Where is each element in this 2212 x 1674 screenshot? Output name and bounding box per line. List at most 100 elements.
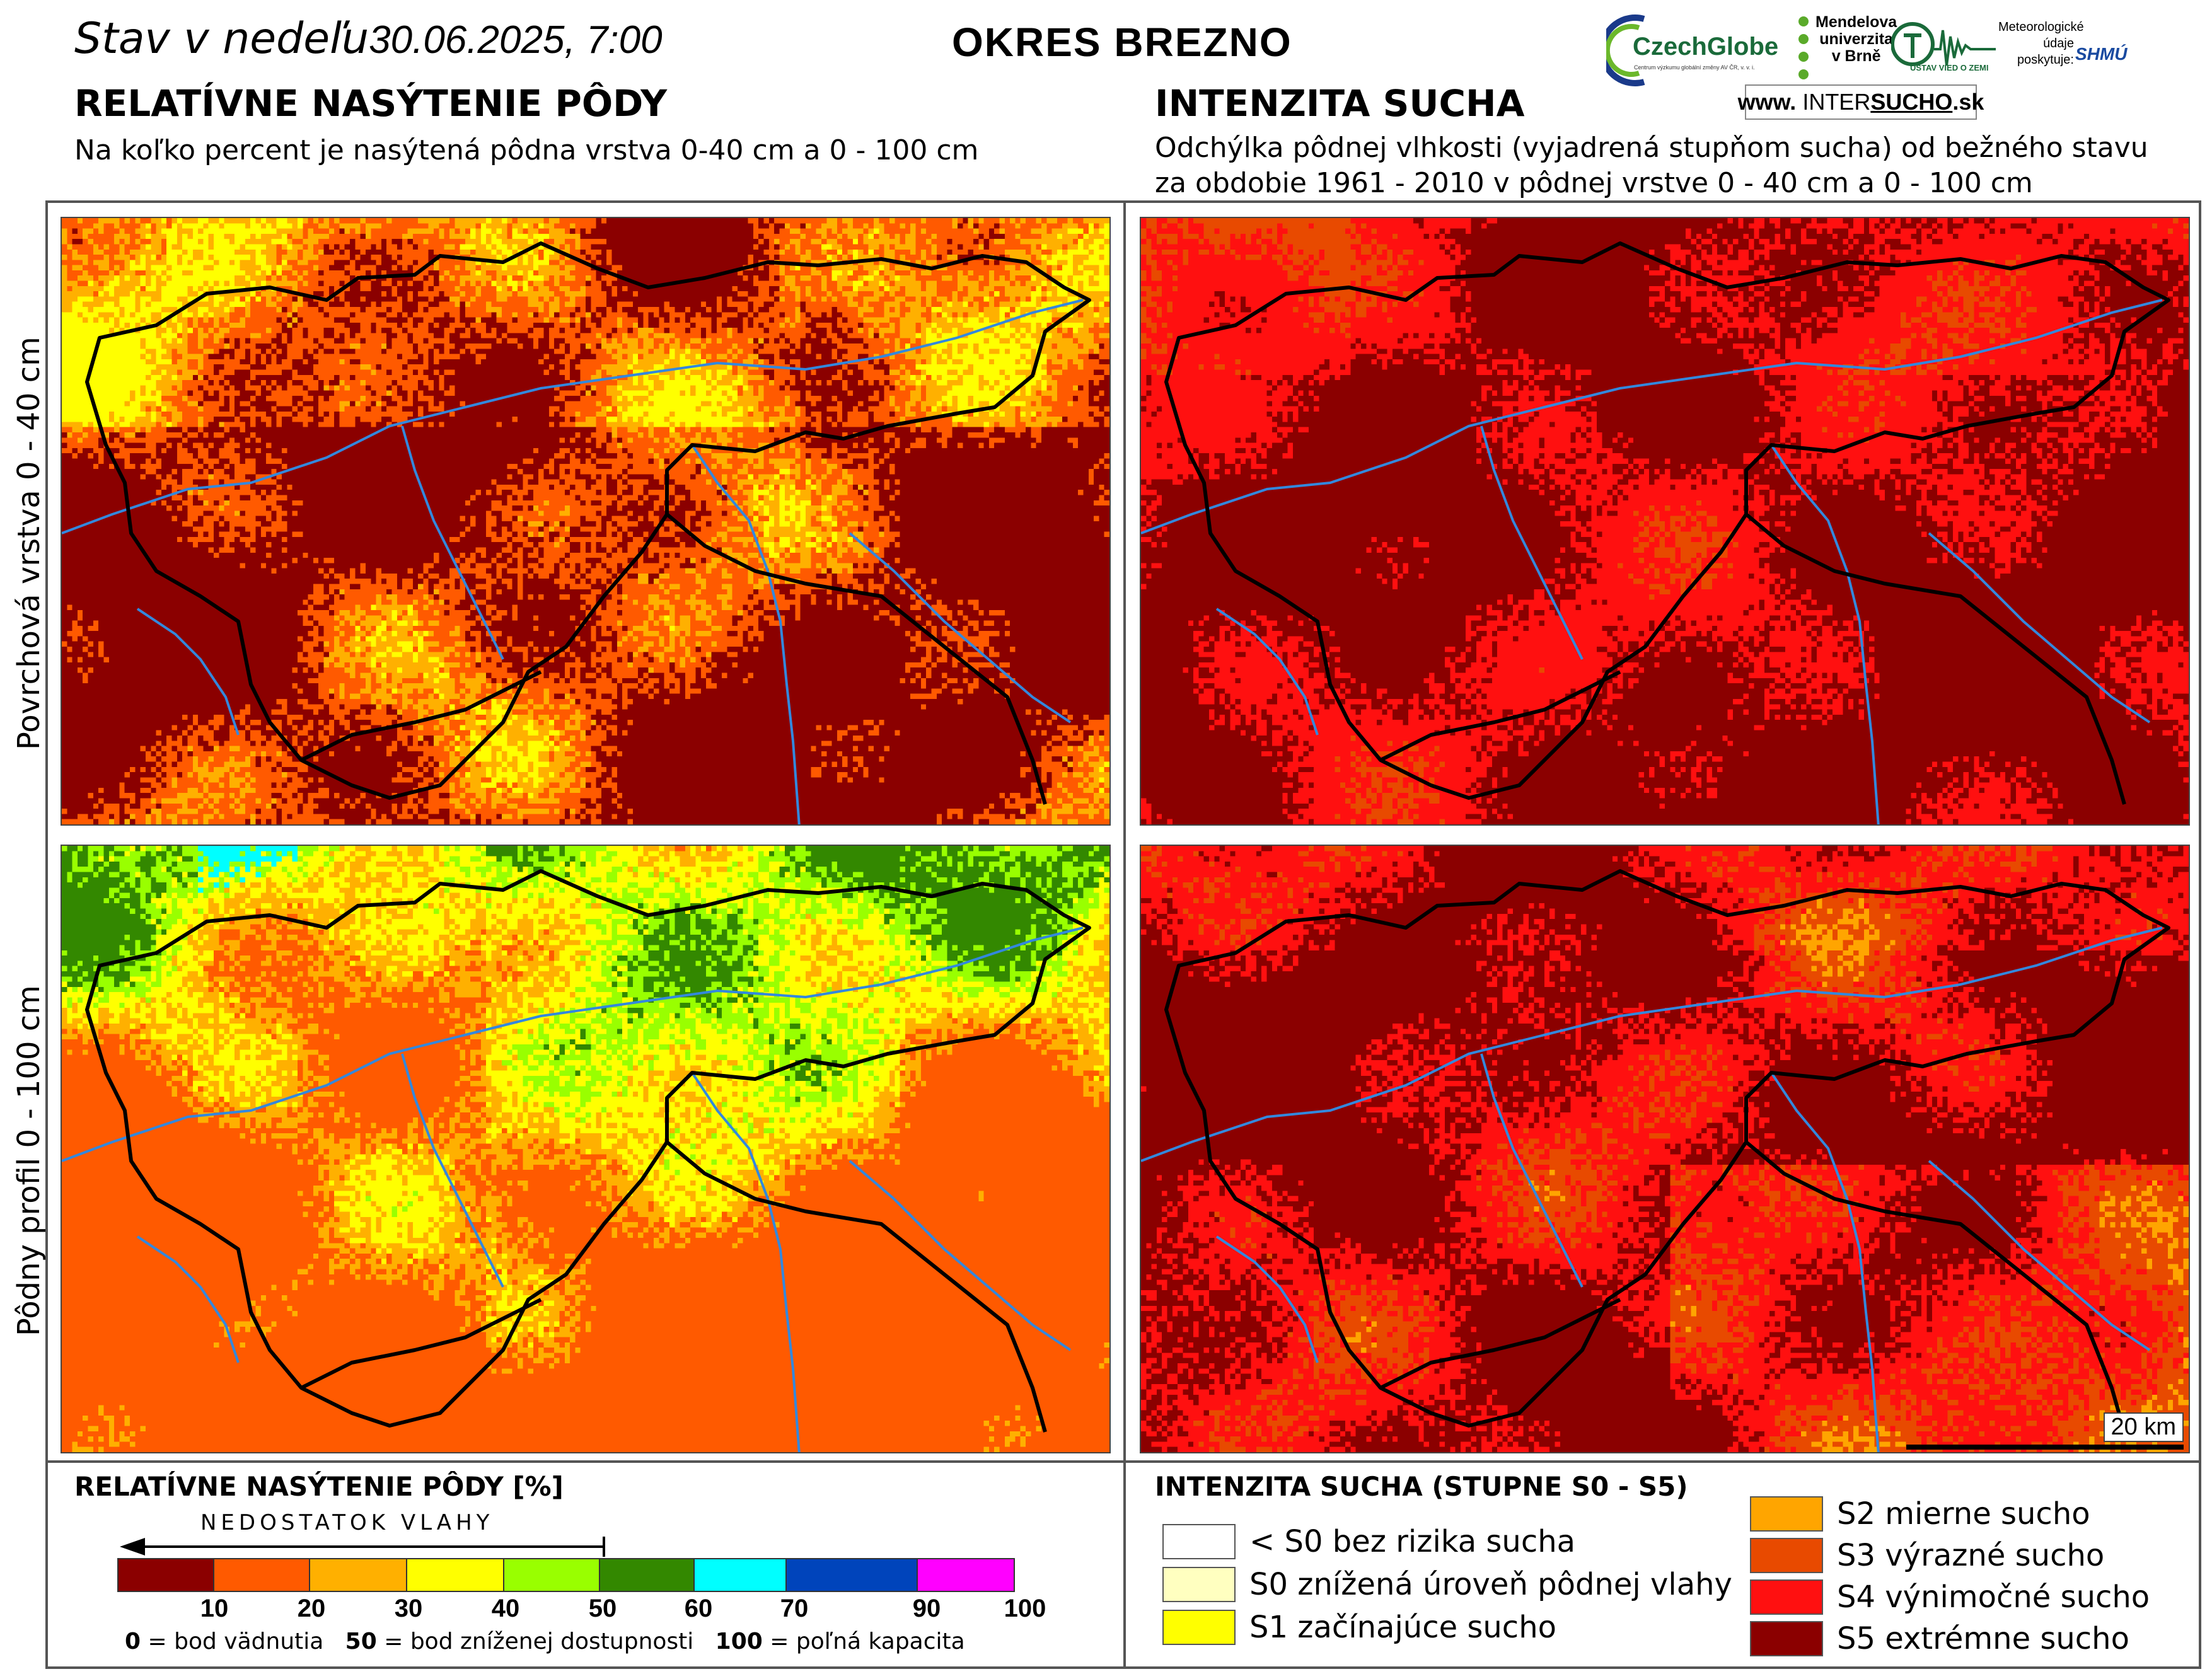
colorbar-segment [407,1559,504,1591]
czechglobe-sub: Centrum výzkumu globální změny AV ČR, v.… [1634,64,1755,71]
drought-legend-title: INTENZITA SUCHA (STUPNE S0 - S5) [1155,1471,1688,1502]
river-line [691,1071,801,1452]
legend-swatch [1750,1496,1823,1532]
legend-swatch [1750,1579,1823,1615]
intersucho-a: INTER [1802,89,1871,115]
map-overlay [62,869,1091,1452]
saturation-colorbar [117,1558,1015,1592]
map-saturation-profile[interactable] [61,845,1111,1453]
intersucho-c: .sk [1952,89,1984,115]
saturation-subtitle: Na koľko percent je nasýtená pôdna vrstv… [74,134,979,166]
river-line [1770,444,1880,824]
district-border [1379,1298,1621,1390]
meteo-line1: Meteorologické [1998,20,2084,34]
river-line [1480,425,1584,660]
district-border [85,241,1091,800]
czechglobe-logo [1606,14,1645,86]
mendel-line3: v Brně [1831,47,1881,65]
river-line [1928,1160,2151,1351]
map-overlay [1141,241,2170,824]
river-line [62,926,1084,1162]
colorbar-segment [787,1559,918,1591]
row-label-top: Povrchová vrstva 0 - 40 cm [11,337,47,750]
legend-swatch [1162,1567,1236,1602]
nedostatok-label: NEDOSTATOK VLAHY [200,1510,494,1535]
intersucho-b: SUCHO [1870,89,1953,115]
drought-legend-item: < S0 bez rizika sucha [1162,1524,1575,1559]
colorbar-tick-label: 30 [394,1595,423,1622]
map-drought-surface[interactable] [1140,217,2190,826]
intersucho-badge[interactable]: www. INTER SUCHO .sk [1738,84,1984,120]
horizontal-divider [45,1460,2201,1463]
colorbar-tick-label: 40 [491,1595,520,1622]
drought-legend-item: S2 mierne sucho [1750,1496,2090,1532]
note-50-text: = bod zníženej dostupnosti [376,1629,694,1654]
legend-swatch [1162,1610,1236,1645]
mendel-logo-text: Mendelova univerzita v Brně [1815,14,1897,65]
row-label-bottom: Pôdny profil 0 - 100 cm [11,985,47,1336]
colorbar-segment [695,1559,787,1591]
map-overlay [62,241,1091,824]
map-saturation-surface[interactable] [61,217,1111,826]
note-100-value: 100 [715,1629,763,1654]
map-drought-profile[interactable]: 20 km [1140,845,2190,1453]
river-line [848,532,1072,724]
scale-label: 20 km [2103,1412,2184,1442]
mendel-line1: Mendelova [1815,13,1897,31]
raster-saturation-surface [62,218,1109,824]
colorbar-segment [918,1559,1014,1591]
raster-drought-profile [1141,846,2189,1452]
river-line [1480,1053,1584,1288]
meteo-credit: Meteorologické údaje poskytuje: [1998,19,2084,68]
colorbar-segment [310,1559,407,1591]
note-50-value: 50 [345,1629,377,1654]
legend-label: S0 znížená úroveň pôdnej vlahy [1249,1567,1732,1602]
legend-label: S4 výnimočné sucho [1837,1579,2150,1615]
legend-label: S3 výrazné sucho [1837,1538,2105,1573]
colorbar-tick-label: 70 [780,1595,809,1622]
colorbar-segment [119,1559,214,1591]
drought-legend-item: S5 extrémne sucho [1750,1621,2129,1656]
river-line [1215,608,1319,736]
colorbar-tick-label: 20 [297,1595,326,1622]
drought-title: INTENZITA SUCHA [1155,82,1525,125]
meteo-line2: údaje [2043,37,2074,50]
colorbar-tick-label: 50 [588,1595,617,1622]
ustav-name: ÚSTAV VIED O ZEMI [1910,63,1989,72]
mendel-dots-icon [1798,16,1809,79]
saturation-title: RELATÍVNE NASÝTENIE PÔDY [74,82,668,125]
river-line [1770,1071,1880,1452]
ustav-logo [1891,22,1996,66]
drought-subtitle-1: Odchýlka pôdnej vlhkosti (vyjadrená stup… [1155,132,2148,164]
colorbar-tick-label: 60 [684,1595,713,1622]
river-line [401,425,504,660]
river-line [1141,926,2163,1162]
meteo-line3: poskytuje: [2017,53,2074,67]
district-border [666,512,1047,805]
legend-label: S5 extrémne sucho [1837,1621,2129,1656]
river-line [136,1235,240,1363]
district-border [1745,512,2126,805]
river-line [1928,532,2151,724]
legend-swatch [1750,1621,1823,1656]
status-date: Stav v nedeľu30.06.2025, 7:00 [74,14,663,64]
date-text: 30.06.2025, 7:00 [369,18,663,62]
river-line [401,1053,504,1288]
river-line [1215,1235,1319,1363]
river-line [136,608,240,736]
district-border [300,1298,542,1390]
district-title: OKRES BREZNO [952,20,1292,65]
drought-legend-item: S4 výnimočné sucho [1750,1579,2150,1615]
legend-label: S1 začínajúce sucho [1249,1610,1556,1645]
raster-drought-surface [1141,218,2189,824]
intersucho-www: www. [1737,89,1797,115]
legend-swatch [1162,1524,1236,1559]
status-prefix: Stav v nedeľu [74,14,369,64]
colorbar-segment [214,1559,310,1591]
map-overlay [1141,869,2170,1452]
raster-saturation-profile [62,846,1109,1452]
vertical-divider [1123,200,1126,1669]
colorbar-tick-label: 10 [200,1595,229,1622]
scale-bar [1906,1445,2184,1450]
river-line [691,444,801,824]
